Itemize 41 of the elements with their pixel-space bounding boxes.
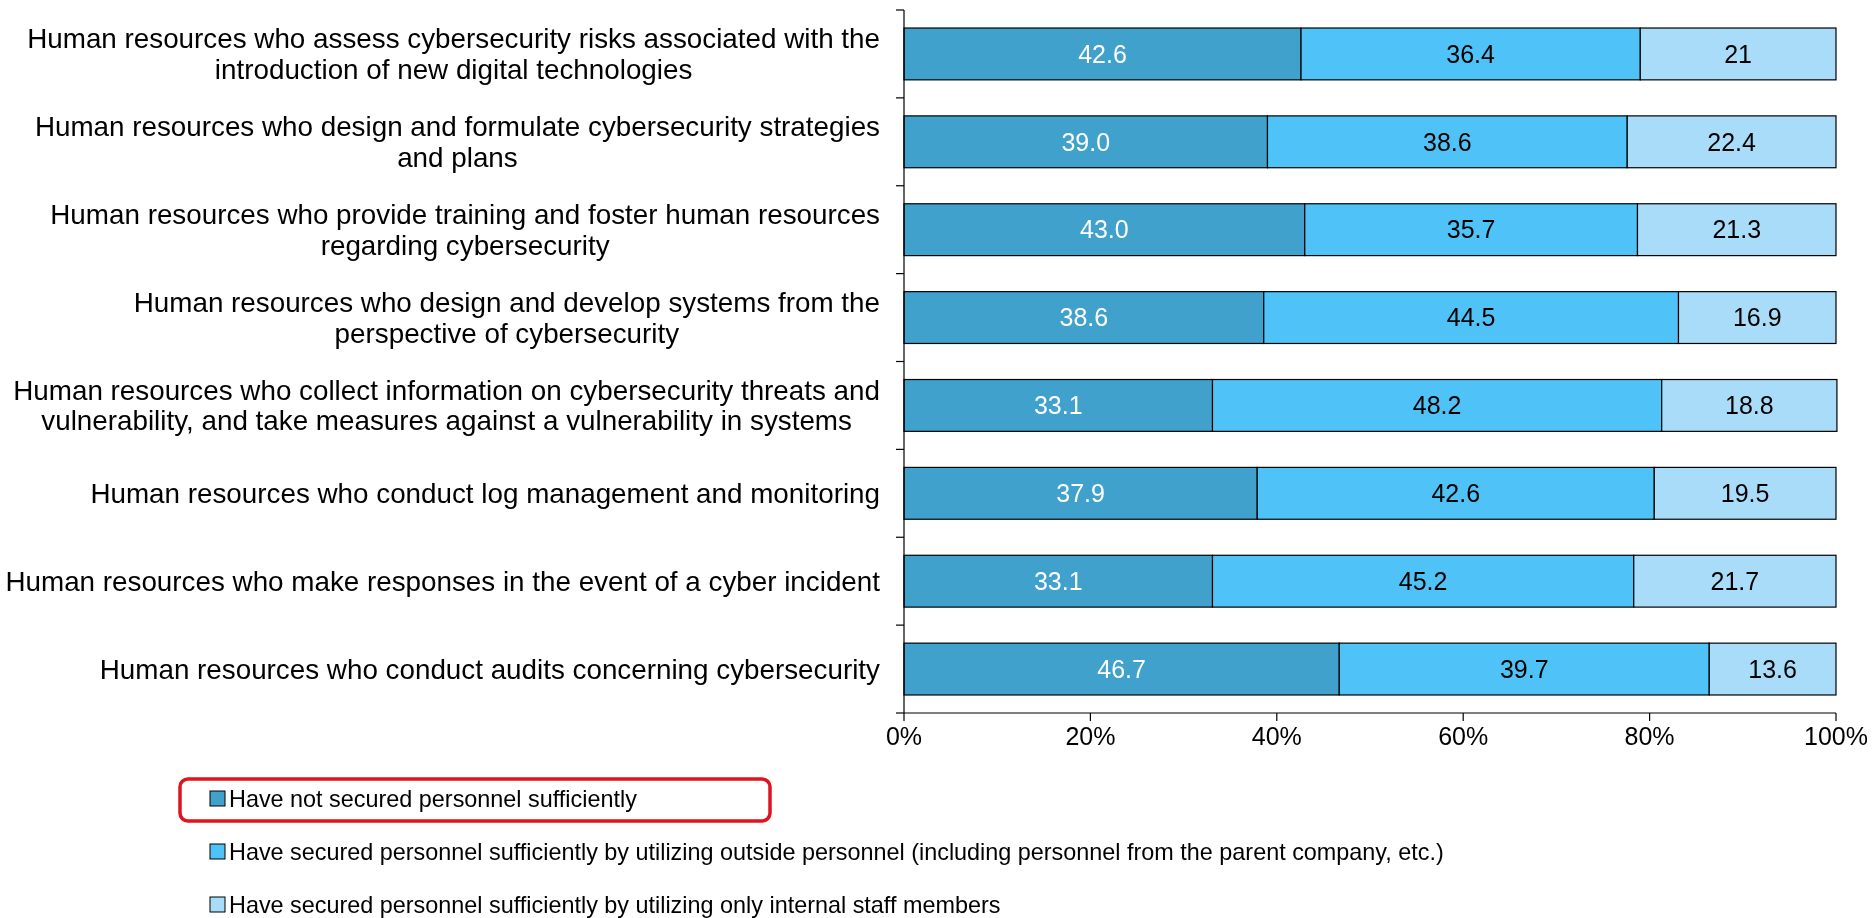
data-label: 48.2 [1412, 391, 1462, 420]
data-label: 36.4 [1446, 39, 1496, 68]
data-label: 42.6 [1078, 39, 1127, 68]
legend-label: Have not secured personnel sufficiently [229, 786, 638, 813]
data-label: 21.3 [1712, 215, 1762, 244]
data-label: 33.1 [1033, 566, 1083, 595]
data-label: 33.1 [1033, 391, 1083, 420]
legend-label: Have secured personnel sufficiently by utilizing only internal staff members [229, 892, 1001, 918]
data-label: 39.0 [1061, 127, 1111, 156]
data-label: 16.9 [1732, 303, 1782, 332]
data-label: 21 [1724, 39, 1753, 68]
x-tick-label: 20% [1065, 722, 1116, 750]
data-label: 44.5 [1446, 303, 1496, 332]
legend-label: Have secured personnel sufficiently by utilizing outside personnel (including personnel from the parent company, etc.) [229, 839, 1444, 866]
data-label: 46.7 [1097, 654, 1146, 683]
data-label: 45.2 [1398, 566, 1448, 595]
data-label: 38.6 [1059, 303, 1109, 332]
data-label: 18.8 [1724, 391, 1774, 420]
x-tick-label: 0% [885, 722, 923, 750]
y-tick-label: Human resources who assess cybersecurity risks associated with the introduction of new digital technologies [27, 23, 880, 85]
data-label: 21.7 [1710, 566, 1760, 595]
data-label: 35.7 [1446, 215, 1496, 244]
x-tick-label: 80% [1624, 722, 1675, 750]
data-label: 43.0 [1080, 215, 1129, 244]
data-label: 42.6 [1431, 479, 1481, 508]
y-tick-label: Human resources who collect information on cybersecurity threats and vulnerability, and take measures against a vulnerability in systems [13, 374, 881, 437]
x-tick-label: 60% [1438, 722, 1489, 750]
y-tick-label: Human resources who design and formulate cybersecurity strategies and plans [34, 111, 880, 173]
data-label: 13.6 [1748, 654, 1797, 683]
data-label: 22.4 [1707, 127, 1757, 156]
data-label: 37.9 [1056, 479, 1105, 508]
y-tick-label: Human resources who make responses in the event of a cyber incident [5, 565, 881, 597]
data-label: 39.7 [1499, 654, 1549, 683]
data-label: 38.6 [1423, 127, 1472, 156]
y-tick-label: Human resources who provide training and foster human resources regarding cybersecurity [50, 199, 880, 261]
x-tick-label: 100% [1804, 722, 1868, 750]
y-tick-label: Human resources who design and develop systems from the perspective of cybersecurity [133, 287, 881, 349]
y-tick-label: Human resources who conduct log management and monitoring [90, 478, 881, 510]
data-label: 19.5 [1720, 479, 1770, 508]
x-tick-label: 40% [1251, 722, 1302, 750]
y-tick-label: Human resources who conduct audits concerning cybersecurity [99, 653, 881, 685]
